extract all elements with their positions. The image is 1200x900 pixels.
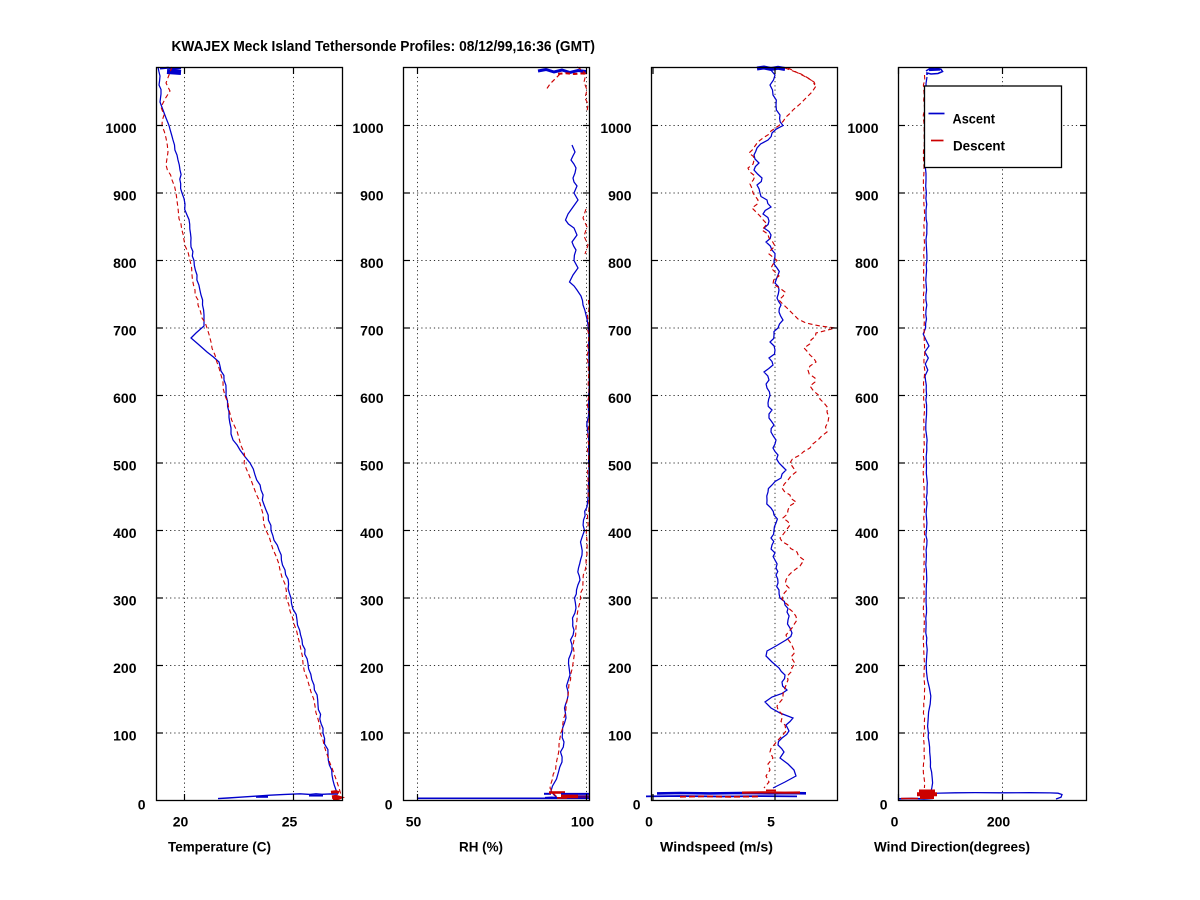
svg-text:25: 25	[282, 814, 298, 830]
svg-text:100: 100	[608, 728, 632, 744]
svg-text:400: 400	[855, 525, 879, 541]
svg-text:0: 0	[880, 797, 888, 813]
svg-text:0: 0	[385, 797, 393, 813]
svg-text:300: 300	[855, 593, 879, 609]
svg-text:0: 0	[633, 797, 641, 813]
svg-text:700: 700	[608, 323, 632, 339]
svg-text:1000: 1000	[352, 120, 383, 136]
svg-text:200: 200	[608, 660, 632, 676]
svg-text:400: 400	[113, 525, 137, 541]
svg-text:800: 800	[608, 255, 632, 271]
svg-text:900: 900	[113, 188, 137, 204]
svg-text:20: 20	[173, 814, 189, 830]
svg-text:100: 100	[855, 728, 879, 744]
svg-text:500: 500	[608, 458, 632, 474]
svg-text:600: 600	[113, 390, 137, 406]
svg-text:Ascent: Ascent	[953, 111, 996, 127]
svg-text:900: 900	[608, 188, 632, 204]
svg-text:400: 400	[360, 525, 384, 541]
svg-text:50: 50	[406, 814, 422, 830]
svg-text:500: 500	[113, 458, 137, 474]
svg-text:1000: 1000	[600, 120, 631, 136]
svg-text:0: 0	[138, 797, 146, 813]
svg-text:800: 800	[855, 255, 879, 271]
svg-text:1000: 1000	[105, 120, 136, 136]
svg-text:100: 100	[113, 728, 137, 744]
svg-text:500: 500	[855, 458, 879, 474]
svg-text:700: 700	[113, 323, 137, 339]
svg-text:Windspeed (m/s): Windspeed (m/s)	[660, 839, 773, 855]
svg-text:900: 900	[855, 188, 879, 204]
svg-text:200: 200	[113, 660, 137, 676]
svg-text:Temperature (C): Temperature (C)	[168, 839, 271, 855]
svg-text:200: 200	[987, 814, 1011, 830]
svg-text:800: 800	[360, 255, 384, 271]
svg-text:5: 5	[767, 814, 775, 830]
svg-text:100: 100	[571, 814, 595, 830]
svg-text:KWAJEX Meck Island Tethersonde: KWAJEX Meck Island Tethersonde Profiles:…	[172, 38, 596, 55]
svg-text:300: 300	[608, 593, 632, 609]
svg-text:0: 0	[645, 814, 653, 830]
svg-text:900: 900	[360, 188, 384, 204]
svg-text:800: 800	[113, 255, 137, 271]
svg-text:400: 400	[608, 525, 632, 541]
svg-text:600: 600	[360, 390, 384, 406]
svg-text:RH (%): RH (%)	[459, 839, 503, 855]
svg-text:200: 200	[360, 660, 384, 676]
svg-text:200: 200	[855, 660, 879, 676]
svg-text:500: 500	[360, 458, 384, 474]
svg-text:1000: 1000	[847, 120, 878, 136]
svg-text:300: 300	[113, 593, 137, 609]
svg-text:600: 600	[608, 390, 632, 406]
svg-text:300: 300	[360, 593, 384, 609]
svg-text:600: 600	[855, 390, 879, 406]
svg-text:Descent: Descent	[953, 138, 1005, 154]
svg-text:0: 0	[891, 814, 899, 830]
svg-text:700: 700	[360, 323, 384, 339]
svg-text:700: 700	[855, 323, 879, 339]
svg-text:100: 100	[360, 728, 384, 744]
svg-text:Wind Direction(degrees): Wind Direction(degrees)	[874, 839, 1030, 855]
